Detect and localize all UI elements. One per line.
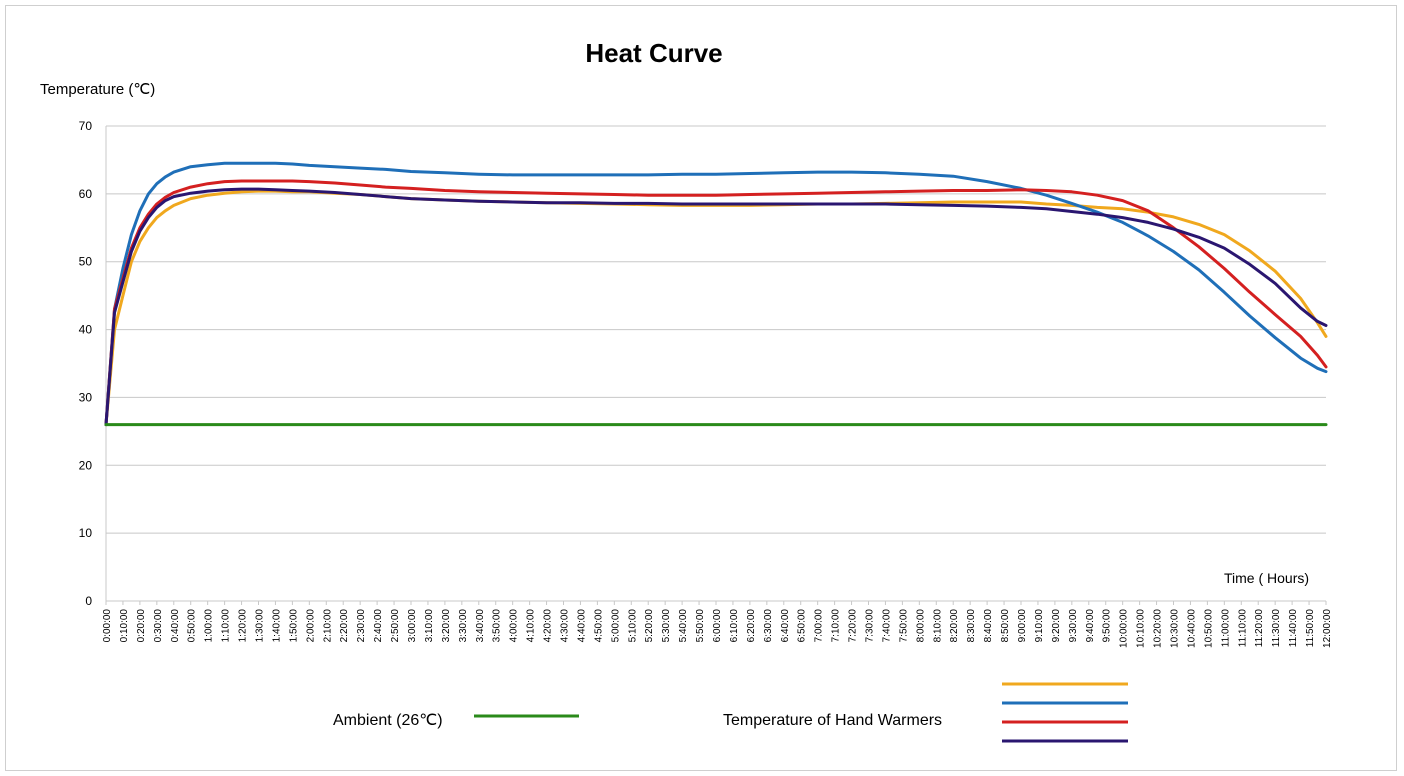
x-tick-label: 3:30:00 <box>458 609 469 643</box>
x-tick-label: 9:00:00 <box>1017 609 1028 643</box>
x-tick-label: 1:00:00 <box>204 609 215 643</box>
x-tick-label: 1:30:00 <box>255 609 266 643</box>
x-tick-label: 6:00:00 <box>712 609 723 643</box>
y-tick-label: 0 <box>85 594 92 608</box>
x-tick-label: 7:10:00 <box>831 609 842 643</box>
legend-warmers-swatches <box>1002 682 1128 743</box>
x-tick-label: 10:40:00 <box>1186 609 1197 648</box>
x-tick-label: 6:40:00 <box>780 609 791 643</box>
x-tick-label: 8:20:00 <box>949 609 960 643</box>
x-tick-label: 7:40:00 <box>881 609 892 643</box>
series-line-2 <box>104 161 1328 427</box>
x-tick-label: 3:40:00 <box>475 609 486 643</box>
x-tick-label: 4:40:00 <box>576 609 587 643</box>
x-tick-label: 10:10:00 <box>1136 609 1147 648</box>
chart-title: Heat Curve <box>585 38 722 68</box>
x-tick-label: 11:50:00 <box>1305 609 1316 648</box>
x-axis-label: Time ( Hours) <box>1224 570 1309 586</box>
x-tick-label: 7:00:00 <box>814 609 825 643</box>
x-tick-label: 0:50:00 <box>187 609 198 643</box>
x-tick-label: 5:20:00 <box>644 609 655 643</box>
x-tick-label: 4:20:00 <box>543 609 554 643</box>
y-tick-label: 70 <box>79 119 93 133</box>
x-tick-label: 9:30:00 <box>1068 609 1079 643</box>
x-tick-label: 11:30:00 <box>1271 609 1282 648</box>
x-tick-label: 11:20:00 <box>1254 609 1265 648</box>
x-tick-label: 4:30:00 <box>560 609 571 643</box>
x-tick-label: 4:50:00 <box>593 609 604 643</box>
x-tick-label: 1:10:00 <box>221 609 232 643</box>
x-tick-label: 2:40:00 <box>373 609 384 643</box>
x-tick-label: 0:30:00 <box>153 609 164 643</box>
y-tick-label: 50 <box>79 255 93 269</box>
x-tick-label: 8:10:00 <box>932 609 943 643</box>
x-tick-label: 7:50:00 <box>898 609 909 643</box>
x-tick-label: 11:10:00 <box>1237 609 1248 648</box>
x-tick-label: 3:20:00 <box>441 609 452 643</box>
x-tick-label: 8:50:00 <box>1000 609 1011 643</box>
series-line-3 <box>104 179 1328 427</box>
x-tick-label: 10:20:00 <box>1153 609 1164 648</box>
legend-ambient-label: Ambient (26℃) <box>333 712 443 729</box>
x-tick-label: 6:50:00 <box>797 609 808 643</box>
y-tick-label: 10 <box>79 526 93 540</box>
series-line-1 <box>104 189 1328 427</box>
x-tick-label: 7:30:00 <box>865 609 876 643</box>
x-tick-label: 5:40:00 <box>678 609 689 643</box>
x-tick-label: 7:20:00 <box>848 609 859 643</box>
x-tick-label: 1:20:00 <box>238 609 249 643</box>
x-tick-label: 8:30:00 <box>966 609 977 643</box>
x-tick-label: 5:30:00 <box>661 609 672 643</box>
x-tick-label: 12:00:00 <box>1322 609 1333 648</box>
x-ticks: 0:00:00 0:10:00 0:20:00 0:30:00 0:40:00 0:50:… <box>102 601 1333 648</box>
x-tick-label: 10:30:00 <box>1170 609 1181 648</box>
y-tick-label: 40 <box>79 323 93 337</box>
x-tick-label: 5:00:00 <box>610 609 621 643</box>
x-tick-label: 9:50:00 <box>1102 609 1113 643</box>
x-tick-label: 0:40:00 <box>170 609 181 643</box>
x-tick-label: 6:30:00 <box>763 609 774 643</box>
x-tick-label: 2:10:00 <box>322 609 333 643</box>
x-tick-label: 9:10:00 <box>1034 609 1045 643</box>
x-tick-label: 0:00:00 <box>102 609 113 643</box>
y-tick-label: 60 <box>79 187 93 201</box>
y-tick-label: 20 <box>79 458 93 472</box>
x-tick-label: 9:40:00 <box>1085 609 1096 643</box>
x-tick-label: 8:00:00 <box>915 609 926 643</box>
x-tick-label: 4:00:00 <box>509 609 520 643</box>
x-tick-label: 10:50:00 <box>1203 609 1214 648</box>
x-tick-label: 10:00:00 <box>1119 609 1130 648</box>
x-tick-label: 2:00:00 <box>305 609 316 643</box>
x-tick-label: 5:10:00 <box>627 609 638 643</box>
x-tick-label: 6:20:00 <box>746 609 757 643</box>
x-tick-label: 1:50:00 <box>288 609 299 643</box>
x-tick-label: 2:30:00 <box>356 609 367 643</box>
x-tick-label: 5:50:00 <box>695 609 706 643</box>
x-tick-label: 0:10:00 <box>119 609 130 643</box>
grid <box>105 125 1326 602</box>
x-tick-label: 2:20:00 <box>339 609 350 643</box>
y-tick-label: 30 <box>79 390 93 404</box>
y-axis-label: Temperature (℃) <box>40 81 155 98</box>
x-tick-label: 3:50:00 <box>492 609 503 643</box>
x-tick-label: 0:20:00 <box>136 609 147 643</box>
x-tick-label: 1:40:00 <box>271 609 282 643</box>
x-tick-label: 6:10:00 <box>729 609 740 643</box>
y-ticks: 0 10 20 30 40 50 60 70 <box>79 119 93 608</box>
x-tick-label: 2:50:00 <box>390 609 401 643</box>
x-tick-label: 11:00:00 <box>1220 609 1231 648</box>
x-tick-label: 8:40:00 <box>983 609 994 643</box>
x-tick-label: 9:20:00 <box>1051 609 1062 643</box>
chart-frame <box>5 5 1397 771</box>
legend-warmers-label: Temperature of Hand Warmers <box>723 712 942 729</box>
x-tick-label: 4:10:00 <box>526 609 537 643</box>
series-line-4 <box>104 187 1328 427</box>
x-tick-label: 3:10:00 <box>424 609 435 643</box>
series-lines <box>104 161 1328 427</box>
x-tick-label: 11:40:00 <box>1288 609 1299 648</box>
x-tick-label: 3:00:00 <box>407 609 418 643</box>
legend: Ambient (26℃) Temperature of Hand Warmer… <box>333 682 1128 743</box>
